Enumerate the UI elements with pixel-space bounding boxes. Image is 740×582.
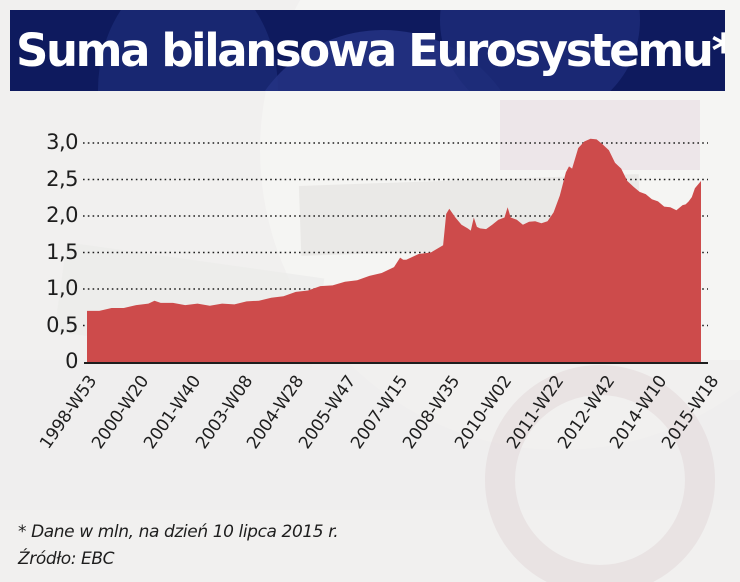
- balance-sheet-area: [87, 138, 701, 362]
- y-tick-label: 0: [65, 349, 78, 373]
- y-tick-label: 2,5: [46, 166, 78, 191]
- title-banner: Suma bilansowa Eurosystemu*: [10, 10, 725, 91]
- y-tick-label: 1,5: [46, 239, 78, 264]
- y-tick-label: 3,0: [46, 130, 78, 154]
- footnote-note: * Dane w mln, na dzień 10 lipca 2015 r.: [18, 522, 339, 542]
- banner-decoration: [98, 10, 278, 91]
- banner-decoration: [440, 10, 640, 91]
- y-tick-label: 1,0: [46, 276, 78, 300]
- chart-title: Suma bilansowa Eurosystemu*: [16, 24, 725, 77]
- footnote-source: Źródło: EBC: [18, 549, 115, 569]
- y-tick-label: 0,5: [46, 312, 78, 337]
- y-tick-label: 2,0: [46, 203, 78, 227]
